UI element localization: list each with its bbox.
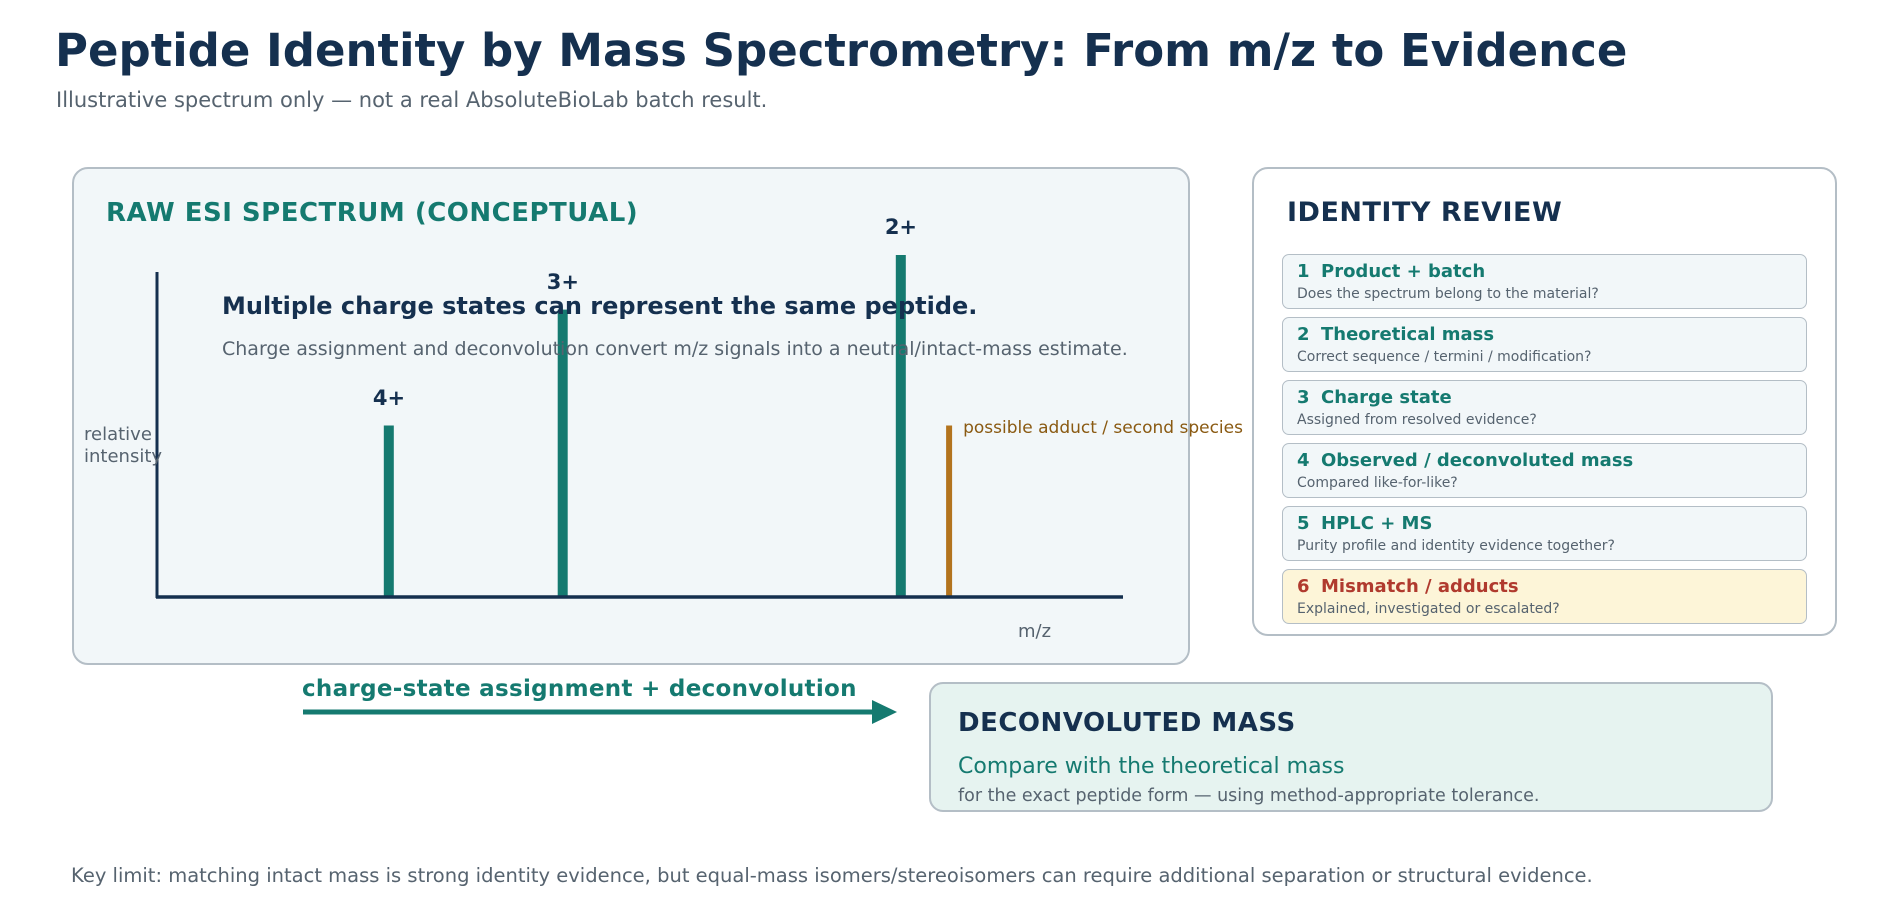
peak-label-3+: 3+ <box>546 269 579 294</box>
deconvolution-arrow <box>303 700 897 724</box>
adduct-peak-label: possible adduct / second species <box>963 417 1243 438</box>
deconvolution-arrow-label: charge-state assignment + deconvolution <box>302 676 857 702</box>
review-item-title-text: Mismatch / adducts <box>1321 576 1519 597</box>
review-item-description: Assigned from resolved evidence? <box>1297 412 1537 428</box>
review-item-title: 6 Mismatch / adducts <box>1297 576 1792 597</box>
review-item-number: 6 <box>1297 576 1310 597</box>
review-item-title-text: Observed / deconvoluted mass <box>1321 450 1634 471</box>
review-item-description: Does the spectrum belong to the material… <box>1297 286 1599 302</box>
peak-label-4+: 4+ <box>372 385 406 410</box>
spectrum-heading: RAW ESI SPECTRUM (CONCEPTUAL) <box>106 198 639 228</box>
review-item-number: 1 <box>1297 261 1310 282</box>
review-item-description: Explained, investigated or escalated? <box>1297 601 1560 617</box>
arrow-head-icon <box>872 700 897 724</box>
review-item-number: 3 <box>1297 387 1310 408</box>
review-item-title: 1 Product + batch <box>1297 261 1792 282</box>
deconvoluted-mass-box <box>929 682 1773 812</box>
page-subtitle: Illustrative spectrum only — not a real … <box>56 88 768 112</box>
review-item-description: Correct sequence / termini / modificatio… <box>1297 349 1592 365</box>
review-item-4: 4 Observed / deconvoluted mass Compared li… <box>1282 443 1807 498</box>
review-item-title: 2 Theoretical mass <box>1297 324 1792 345</box>
review-item-number: 2 <box>1297 324 1310 345</box>
review-item-description: Purity profile and identity evidence tog… <box>1297 538 1615 554</box>
deconvoluted-mass-text: Compare with the theoretical mass <box>958 754 1345 779</box>
review-item-title: 3 Charge state <box>1297 387 1792 408</box>
review-item-title-text: Theoretical mass <box>1321 324 1495 345</box>
spectrum-panel <box>72 167 1190 665</box>
review-item-5: 5 HPLC + MS Purity profile and identity ev… <box>1282 506 1807 561</box>
review-item-title-text: HPLC + MS <box>1321 513 1433 534</box>
review-item-number: 5 <box>1297 513 1310 534</box>
x-axis-label: m/z <box>1018 621 1052 642</box>
y-axis-label-line2: intensity <box>84 446 163 467</box>
key-limit-note: Key limit: matching intact mass is stron… <box>71 864 1593 887</box>
review-item-3: 3 Charge state Assigned from resolved evid… <box>1282 380 1807 435</box>
page-title: Peptide Identity by Mass Spectrometry: F… <box>55 24 1628 77</box>
identity-review-heading: IDENTITY REVIEW <box>1287 197 1563 228</box>
review-item-2: 2 Theoretical mass Correct sequence / term… <box>1282 317 1807 372</box>
spectrum-note-title: Multiple charge states can represent the… <box>222 292 978 320</box>
y-axis-label: relative intensity <box>84 424 162 468</box>
review-item-6: 6 Mismatch / adducts Explained, investigat… <box>1282 569 1807 624</box>
review-item-number: 4 <box>1297 450 1310 471</box>
review-item-title: 4 Observed / deconvoluted mass <box>1297 450 1792 471</box>
review-item-title-text: Charge state <box>1321 387 1452 408</box>
spectrum-note-text: Charge assignment and deconvolution conv… <box>222 338 1128 360</box>
deconvoluted-mass-heading: DECONVOLUTED MASS <box>958 708 1296 738</box>
peak-label-2+: 2+ <box>884 215 918 239</box>
review-item-description: Compared like-for-like? <box>1297 475 1458 491</box>
review-item-title: 5 HPLC + MS <box>1297 513 1792 534</box>
deconvoluted-mass-subtext: for the exact peptide form — using metho… <box>958 786 1540 806</box>
y-axis-label-line1: relative <box>84 424 152 445</box>
review-item-title-text: Product + batch <box>1321 261 1486 282</box>
review-item-1: 1 Product + batch Does the spectrum belong… <box>1282 254 1807 309</box>
